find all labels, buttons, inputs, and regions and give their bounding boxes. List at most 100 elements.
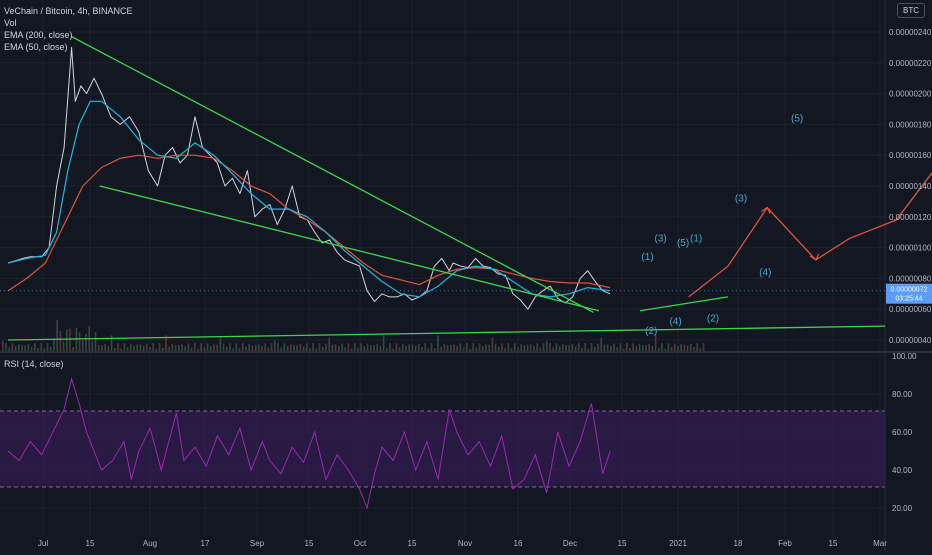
- volume-bar: [485, 344, 487, 351]
- volume-bar: [30, 346, 33, 351]
- volume-bar: [581, 347, 583, 351]
- volume-bar: [475, 347, 478, 351]
- volume-bar: [350, 348, 353, 351]
- currency-badge[interactable]: BTC: [897, 3, 925, 18]
- wave-label: (4): [669, 317, 681, 328]
- volume-bar: [626, 343, 628, 351]
- volume-bar: [494, 343, 497, 351]
- volume-bar: [261, 345, 263, 351]
- rsi-legend[interactable]: RSI (14, close): [4, 359, 64, 369]
- volume-bar: [587, 348, 590, 351]
- volume-bar: [210, 345, 212, 351]
- volume-bar: [331, 344, 334, 351]
- rsi-line[interactable]: [7, 376, 611, 510]
- volume-bar: [78, 332, 81, 351]
- volume-bar: [395, 343, 398, 351]
- volume-bar: [638, 343, 641, 351]
- volume-bar: [341, 343, 343, 351]
- volume-legend[interactable]: Vol: [4, 18, 17, 28]
- time-axis-tick-label: Dec: [563, 539, 577, 548]
- volume-bar: [130, 343, 132, 351]
- volume-bar: [302, 346, 305, 351]
- volume-bar: [574, 346, 577, 351]
- volume-bar: [664, 348, 666, 351]
- volume-bar: [146, 343, 148, 351]
- trendline[interactable]: [71, 36, 594, 313]
- volume-bar: [235, 343, 238, 351]
- volume-bar: [69, 328, 71, 351]
- wave-label: (2): [645, 326, 657, 337]
- volume-bar: [366, 344, 369, 351]
- volume-bar: [165, 335, 167, 351]
- volume-bar: [174, 345, 177, 351]
- volume-bar: [661, 343, 663, 351]
- rsi-axis-tick-label: 20.00: [892, 504, 913, 513]
- volume-bar: [677, 345, 679, 351]
- volume-bar: [286, 346, 289, 351]
- volume-bar: [274, 340, 276, 351]
- volume-bar: [325, 343, 327, 351]
- time-axis-tick-label: 17: [201, 539, 210, 548]
- volume-bar: [72, 347, 74, 351]
- volume-bar: [40, 343, 42, 351]
- price-line[interactable]: [7, 46, 611, 310]
- volume-bar: [478, 343, 481, 351]
- volume-bar: [293, 344, 295, 351]
- price-axis-tick-label: 0.00000120: [889, 213, 932, 222]
- volume-bar: [232, 348, 234, 351]
- volume-bar: [120, 348, 122, 351]
- volume-bar: [322, 346, 324, 351]
- volume-bar: [270, 343, 273, 351]
- trendline[interactable]: [99, 185, 600, 312]
- volume-bar: [382, 335, 385, 351]
- volume-bar: [91, 341, 94, 351]
- volume-bar: [357, 347, 359, 351]
- ema50-line[interactable]: [7, 100, 611, 298]
- volume-bar: [213, 344, 215, 351]
- volume-bar: [53, 338, 55, 351]
- trendline[interactable]: [639, 296, 729, 312]
- ema50-legend[interactable]: EMA (50, close): [4, 42, 68, 52]
- volume-bar: [14, 346, 17, 351]
- volume-bar: [296, 345, 298, 351]
- volume-bar: [562, 344, 564, 351]
- volume-bars: [2, 320, 705, 351]
- price-axis-tick-label: 0.00000160: [889, 151, 932, 160]
- volume-bar: [37, 348, 39, 351]
- last-price-badge[interactable]: [886, 283, 932, 304]
- volume-bar: [686, 345, 689, 351]
- volume-bar: [181, 344, 183, 351]
- volume-bar: [670, 347, 673, 351]
- volume-bar: [542, 343, 545, 351]
- time-axis-tick-label: Aug: [143, 539, 157, 548]
- volume-bar: [8, 347, 10, 351]
- volume-bar: [354, 343, 356, 351]
- ema200-legend[interactable]: EMA (200, close): [4, 30, 73, 40]
- volume-bar: [238, 348, 241, 351]
- volume-bar: [299, 343, 302, 351]
- time-axis-tick-label: 15: [86, 539, 95, 548]
- volume-bar: [110, 335, 113, 351]
- volume-bar: [427, 348, 430, 351]
- bar-countdown: 03:25:44: [895, 296, 922, 303]
- volume-bar: [411, 344, 414, 351]
- volume-bar: [171, 343, 174, 351]
- volume-bar: [5, 343, 7, 351]
- volume-bar: [312, 343, 314, 351]
- volume-bar: [184, 346, 186, 351]
- volume-bar: [242, 343, 244, 351]
- volume-bar: [507, 343, 510, 351]
- volume-bar: [226, 346, 228, 351]
- wave-label: (4): [759, 267, 771, 278]
- trendline[interactable]: [7, 325, 886, 341]
- volume-bar: [667, 343, 670, 351]
- volume-bar: [283, 343, 286, 351]
- volume-bar: [107, 346, 110, 351]
- chart-title[interactable]: VeChain / Bitcoin, 4h, BINANCE: [4, 6, 133, 16]
- ema200-line[interactable]: [7, 154, 611, 292]
- volume-bar: [85, 333, 87, 351]
- volume-bar: [690, 343, 692, 351]
- rsi-axis-tick-label: 40.00: [892, 466, 913, 475]
- volume-bar: [104, 343, 106, 351]
